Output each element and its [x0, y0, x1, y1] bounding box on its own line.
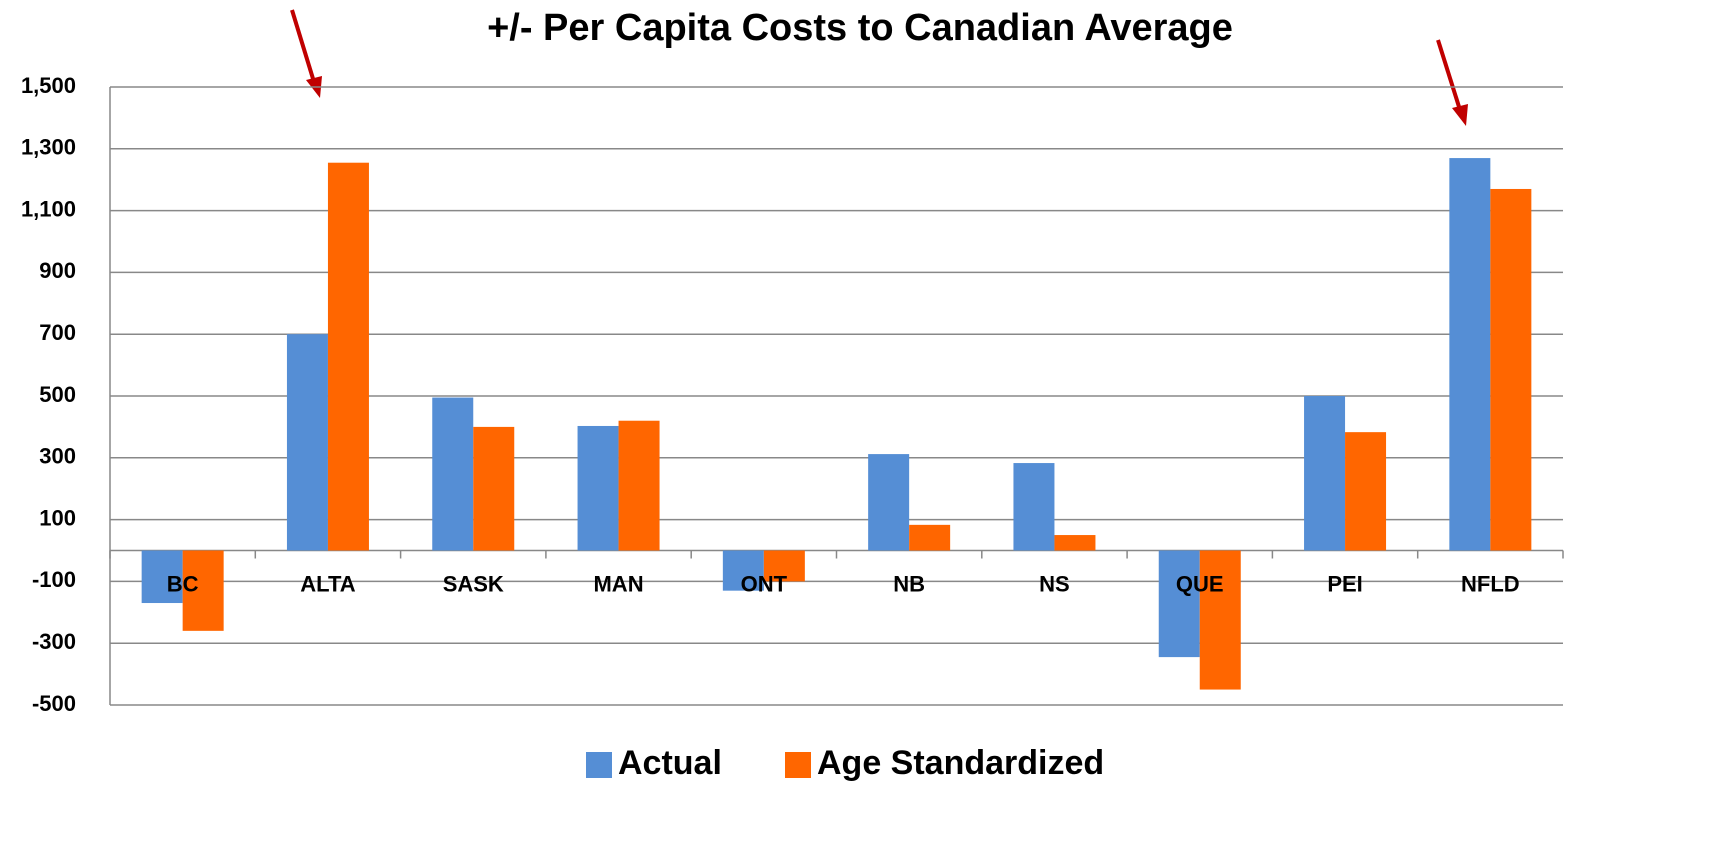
x-tick-label: PEI	[1327, 571, 1362, 596]
bar	[722, 550, 764, 591]
legend-swatch	[785, 752, 811, 778]
bar	[1054, 535, 1096, 551]
bar	[618, 420, 660, 551]
legend-label: Actual	[618, 744, 722, 782]
bar	[141, 550, 183, 604]
bar	[1449, 158, 1491, 551]
y-tick-label: -100	[32, 567, 76, 592]
bar	[763, 550, 805, 582]
bar	[1304, 396, 1346, 551]
x-tick-label: BC	[167, 571, 199, 596]
bar	[868, 454, 910, 551]
legend-label: Age Standardized	[817, 744, 1104, 782]
y-tick-label: 900	[39, 258, 76, 283]
x-tick-label: ONT	[741, 571, 788, 596]
bar	[577, 425, 619, 551]
y-tick-label: 100	[39, 505, 76, 530]
bar	[182, 550, 224, 631]
y-tick-label: -300	[32, 629, 76, 654]
bar	[327, 162, 369, 551]
y-tick-label: 1,100	[21, 196, 76, 221]
y-tick-label: 500	[39, 382, 76, 407]
bar	[1490, 188, 1532, 551]
chart-title: +/- Per Capita Costs to Canadian Average	[487, 7, 1233, 49]
bar	[1013, 463, 1055, 551]
legend-swatch	[586, 752, 612, 778]
bar	[432, 397, 474, 551]
x-tick-label: ALTA	[300, 571, 355, 596]
x-tick-label: SASK	[443, 571, 504, 596]
bar	[1199, 550, 1241, 690]
x-tick-label: NB	[893, 571, 925, 596]
y-tick-label: 300	[39, 444, 76, 469]
y-tick-label: -500	[32, 691, 76, 716]
y-tick-label: 1,300	[21, 135, 76, 160]
bar	[473, 426, 515, 551]
bar	[1158, 550, 1200, 658]
x-tick-label: QUE	[1176, 571, 1224, 596]
x-tick-label: MAN	[593, 571, 643, 596]
bar	[909, 524, 951, 551]
x-tick-label: NS	[1039, 571, 1070, 596]
bar	[1345, 432, 1387, 551]
y-tick-label: 700	[39, 320, 76, 345]
y-tick-label: 1,500	[21, 73, 76, 98]
x-tick-label: NFLD	[1461, 571, 1520, 596]
bar	[286, 334, 328, 551]
